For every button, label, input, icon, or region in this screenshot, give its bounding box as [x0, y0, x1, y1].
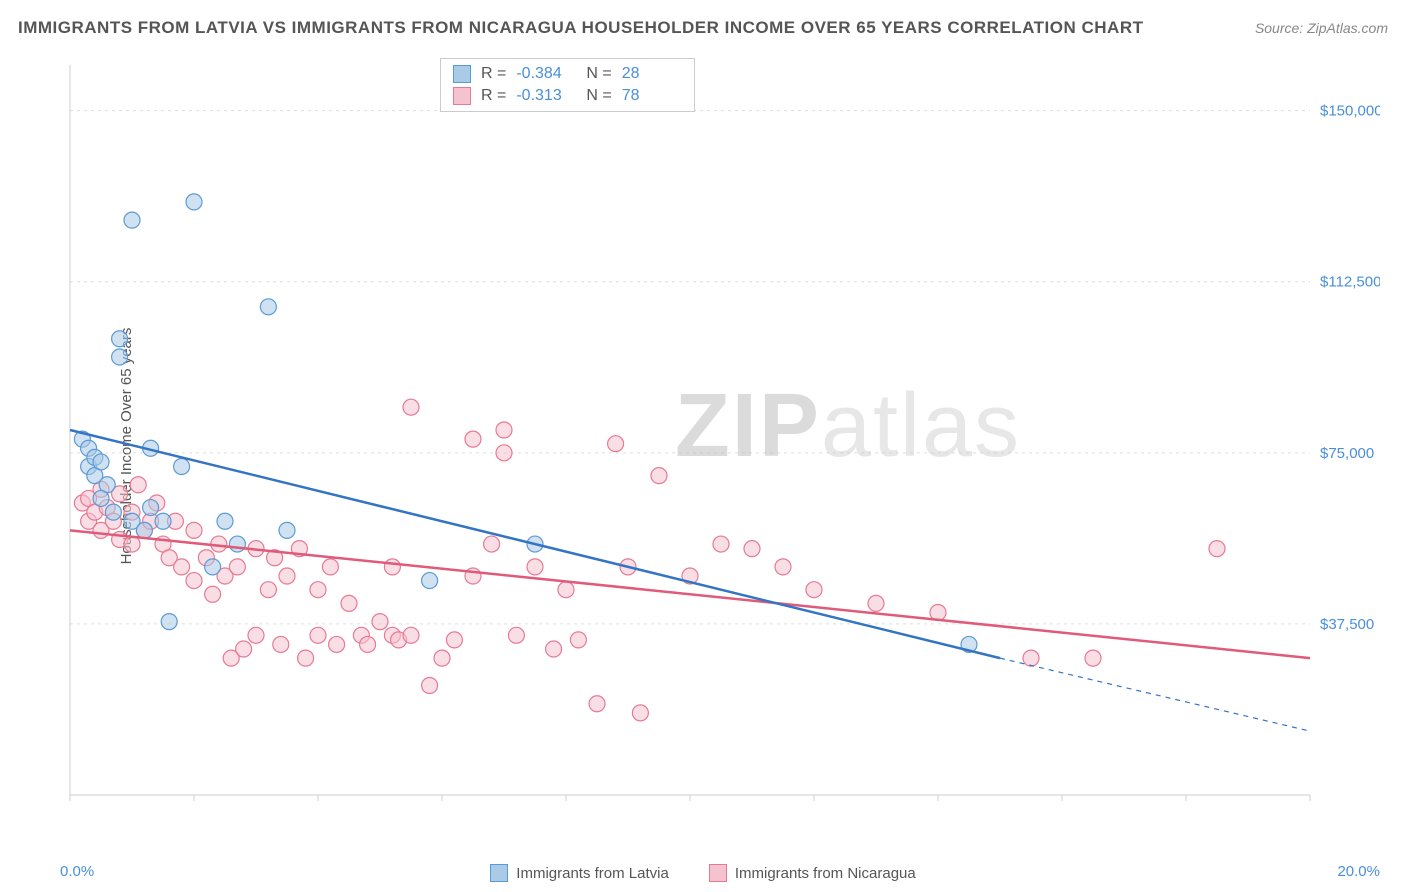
legend-label-series2: Immigrants from Nicaragua [735, 865, 916, 882]
svg-text:$75,000: $75,000 [1320, 445, 1374, 462]
source-attribution: Source: ZipAtlas.com [1255, 20, 1388, 36]
n-label-2: N = [586, 87, 611, 105]
bottom-legend: Immigrants from Latvia Immigrants from N… [0, 864, 1406, 882]
plot-area: $37,500 $75,000 $112,500 $150,000 [60, 55, 1380, 815]
r-value-series2: -0.313 [516, 87, 576, 105]
n-label: N = [586, 65, 611, 83]
legend-swatch-series2 [709, 864, 727, 882]
r-value-series1: -0.384 [516, 65, 576, 83]
chart-svg: $37,500 $75,000 $112,500 $150,000 [60, 55, 1380, 815]
n-value-series2: 78 [622, 87, 682, 105]
legend-swatch-series1 [490, 864, 508, 882]
r-label: R = [481, 65, 506, 83]
swatch-series1 [453, 65, 471, 83]
correlation-stats-box: R = -0.384 N = 28 R = -0.313 N = 78 [440, 58, 695, 112]
n-value-series1: 28 [622, 65, 682, 83]
legend-item-series2: Immigrants from Nicaragua [709, 864, 916, 882]
legend-item-series1: Immigrants from Latvia [490, 864, 669, 882]
svg-text:$112,500: $112,500 [1320, 274, 1380, 291]
svg-text:$150,000: $150,000 [1320, 103, 1380, 120]
chart-title: IMMIGRANTS FROM LATVIA VS IMMIGRANTS FRO… [18, 18, 1143, 38]
chart-container: IMMIGRANTS FROM LATVIA VS IMMIGRANTS FRO… [0, 0, 1406, 892]
stats-row-series2: R = -0.313 N = 78 [453, 85, 682, 107]
svg-text:$37,500: $37,500 [1320, 616, 1374, 633]
r-label-2: R = [481, 87, 506, 105]
legend-label-series1: Immigrants from Latvia [516, 865, 669, 882]
stats-row-series1: R = -0.384 N = 28 [453, 63, 682, 85]
chart-header: IMMIGRANTS FROM LATVIA VS IMMIGRANTS FRO… [18, 18, 1388, 38]
swatch-series2 [453, 87, 471, 105]
